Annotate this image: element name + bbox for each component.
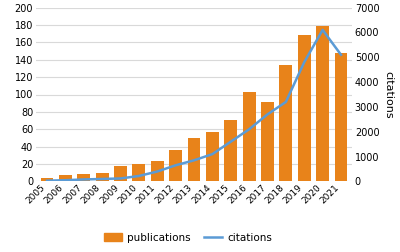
Bar <box>280 65 292 181</box>
Bar <box>206 132 219 181</box>
Bar <box>114 166 127 181</box>
Bar <box>169 150 182 181</box>
Bar <box>96 173 108 181</box>
Bar <box>77 174 90 181</box>
Bar <box>243 92 256 181</box>
Bar <box>151 161 164 181</box>
Bar <box>40 178 54 181</box>
Bar <box>59 175 72 181</box>
Bar <box>188 138 200 181</box>
Bar <box>298 35 311 181</box>
Bar <box>132 164 145 181</box>
Bar <box>316 26 329 181</box>
Bar <box>261 102 274 181</box>
Bar <box>334 53 348 181</box>
Y-axis label: citations: citations <box>383 71 393 118</box>
Bar <box>224 120 237 181</box>
Legend: publications, citations: publications, citations <box>99 229 277 247</box>
